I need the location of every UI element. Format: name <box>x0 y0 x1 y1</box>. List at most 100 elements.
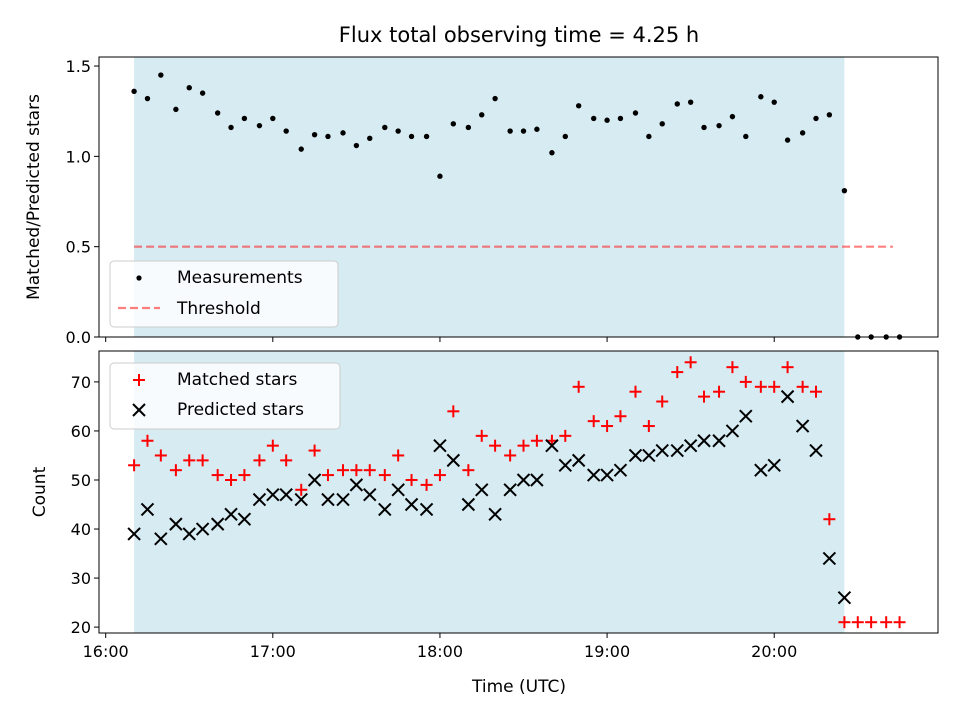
measurement-point <box>158 72 164 78</box>
matched-stars-point <box>280 454 293 467</box>
predicted-stars-point <box>488 507 502 522</box>
measurement-point <box>437 173 443 179</box>
predicted-stars-point <box>321 492 335 507</box>
predicted-stars-point <box>530 473 544 487</box>
bottom-y-tick-label: 50 <box>71 471 91 490</box>
matched-stars-point <box>781 361 794 374</box>
measurement-point <box>353 142 360 149</box>
measurement-point <box>784 137 791 143</box>
matched-stars-point <box>462 464 475 477</box>
predicted-stars-point <box>433 438 447 453</box>
predicted-stars-point <box>378 502 392 517</box>
measurement-point <box>340 130 346 136</box>
measurement-point <box>173 106 179 113</box>
top-legend: Measurements Threshold <box>109 260 339 328</box>
predicted-stars-point <box>628 448 643 463</box>
predicted-stars-point <box>545 438 559 453</box>
matched-stars-point <box>141 434 154 447</box>
predicted-legend-marker <box>132 403 146 417</box>
measurement-point <box>479 112 485 118</box>
measurement-point <box>617 115 624 122</box>
predicted-stars-point <box>294 492 308 507</box>
bottom-panel: 20 30 40 50 60 70 16:00 17:00 18:00 19:00 20:00 <box>71 350 939 661</box>
x-axis-label: Time (UTC) <box>471 677 566 697</box>
predicted-stars-point <box>725 424 740 438</box>
predicted-stars-point <box>461 497 476 512</box>
top-legend-box <box>109 260 339 328</box>
measurement-point <box>549 150 555 156</box>
matched-stars-point <box>489 439 502 452</box>
measurement-legend-marker <box>136 275 142 281</box>
measurement-point <box>395 128 401 134</box>
matched-stars-point <box>893 616 906 629</box>
matched-stars-point <box>183 454 196 467</box>
predicted-stars-point <box>822 551 837 566</box>
bottom-y-tick-label: 40 <box>71 520 91 539</box>
chart-title: Flux total observing time = 4.25 h <box>339 23 699 47</box>
measurement-point <box>311 131 318 138</box>
measurement-point <box>771 99 777 105</box>
measurement-point <box>256 122 263 129</box>
measurement-point <box>687 99 694 105</box>
measurement-point <box>826 112 833 118</box>
measurement-point <box>283 128 289 134</box>
top-y-axis-label: Matched/Predicted stars <box>24 94 44 300</box>
matched-stars-point <box>517 439 530 452</box>
bottom-y-tick-label: 30 <box>71 569 91 588</box>
matched-stars-point <box>420 478 433 491</box>
measurement-point <box>144 95 151 102</box>
bottom-legend: Matched stars Predicted stars <box>109 362 341 430</box>
measurement-point <box>659 121 665 127</box>
matched-legend-marker <box>133 374 145 386</box>
predicted-stars-point <box>279 487 293 502</box>
measurement-point <box>507 128 513 134</box>
matched-stars-point <box>321 469 334 482</box>
measurement-point <box>408 133 415 140</box>
measurement-point <box>382 124 388 131</box>
predicted-stars-point <box>349 478 364 492</box>
predicted-stars-point <box>712 434 726 448</box>
predicted-stars-point <box>336 492 350 507</box>
measurement-point <box>632 110 639 116</box>
matched-stars-point <box>880 616 893 629</box>
matched-stars-point <box>754 380 767 393</box>
matched-stars-point <box>629 385 642 398</box>
matched-stars-point <box>295 483 308 496</box>
predicted-stars-point <box>224 507 238 522</box>
measurement-point <box>591 115 597 122</box>
matched-stars-point <box>572 380 585 393</box>
measurement-point <box>758 94 764 100</box>
predicted-stars-point <box>404 497 419 512</box>
measurement-point <box>729 113 736 120</box>
bottom-y-axis-label: Count <box>30 466 50 517</box>
matched-stars-point <box>504 449 517 462</box>
measurement-point <box>270 115 276 122</box>
matched-stars-point <box>169 464 182 477</box>
measurement-point <box>241 115 248 122</box>
predicted-stars-point <box>503 483 517 497</box>
predicted-stars-point <box>587 468 601 482</box>
matched-stars-point <box>614 410 627 423</box>
matched-stars-point <box>238 469 251 482</box>
measurement-point <box>562 133 568 140</box>
matched-stars-point <box>530 434 543 447</box>
matched-stars-point <box>405 473 418 486</box>
matched-stars-point <box>768 380 781 393</box>
predicted-stars-point <box>195 522 210 536</box>
predicted-stars-point <box>516 473 531 487</box>
predicted-stars-point <box>780 389 795 404</box>
measurement-point <box>575 103 582 109</box>
matched-stars-point <box>211 469 224 482</box>
matched-stars-point <box>253 454 266 467</box>
predicted-stars-point <box>154 532 168 546</box>
measurement-point <box>534 126 540 132</box>
measurement-point <box>423 133 430 140</box>
matched-stars-point <box>838 616 851 629</box>
measurement-point <box>701 124 707 131</box>
measurement-point <box>520 128 527 134</box>
matched-stars-point <box>350 464 363 477</box>
matched-stars-point <box>266 439 279 452</box>
measurement-point <box>367 135 373 141</box>
measurement-point <box>841 187 848 194</box>
matched-stars-point <box>363 464 376 477</box>
